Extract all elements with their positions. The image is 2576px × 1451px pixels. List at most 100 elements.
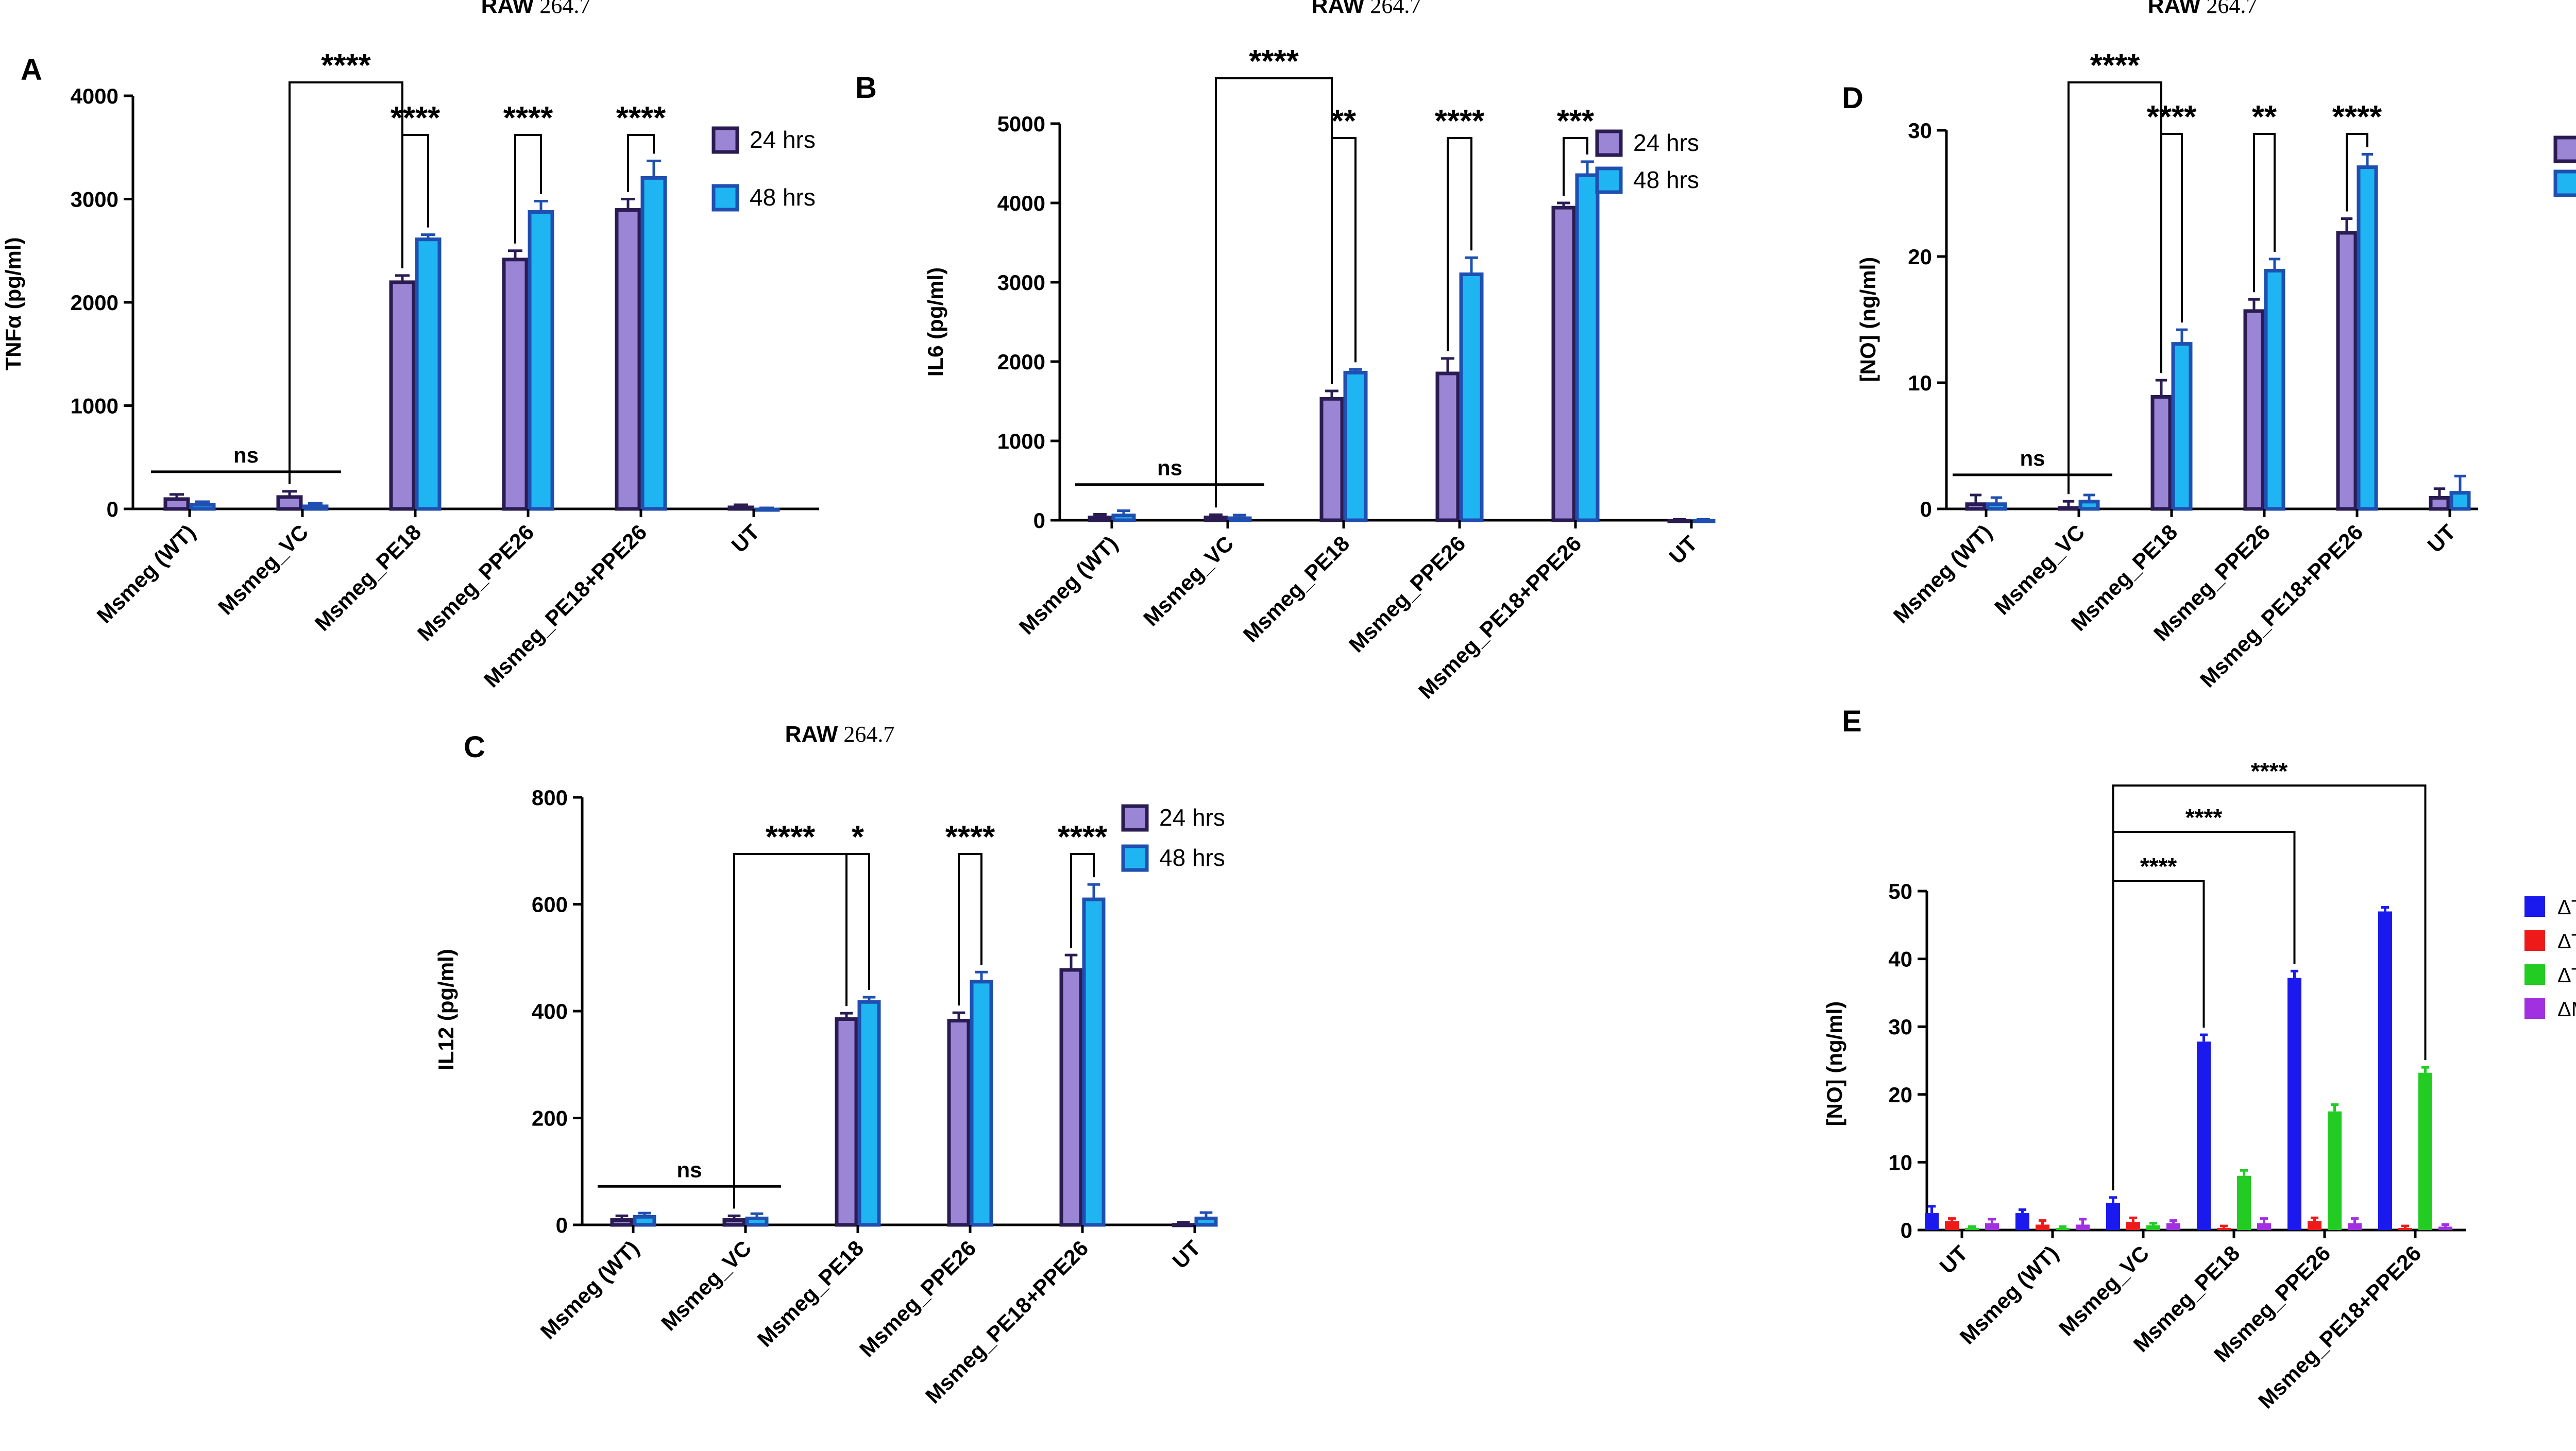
significance-bracket <box>845 853 870 1006</box>
bar <box>2449 491 2471 511</box>
bar <box>2398 1228 2412 1230</box>
legend-label: 24 hrs <box>1633 129 1699 156</box>
legend-label: 24 hrs <box>1159 804 1225 831</box>
bar <box>2438 1226 2452 1230</box>
y-tick-label: 30 <box>1888 1015 1912 1039</box>
bar <box>2357 165 2378 511</box>
bar <box>502 258 529 511</box>
significance-bracket <box>627 134 655 192</box>
significance-label: **** <box>766 820 816 855</box>
significance-label: * <box>852 820 865 855</box>
legend-label: ΔTLR4 <box>2557 896 2576 919</box>
x-tick-label: Msmeg_PPE26 <box>413 520 539 646</box>
bar <box>1965 502 1987 511</box>
legend-swatch <box>1595 166 1623 194</box>
bar <box>2243 309 2265 511</box>
bar <box>1575 173 1600 522</box>
bar <box>302 504 329 511</box>
y-tick-label: 0 <box>1033 508 1045 533</box>
y-tick-label: 30 <box>1908 118 1932 143</box>
significance-label: **** <box>2140 853 2177 880</box>
bar <box>1945 1221 1959 1230</box>
bar <box>1343 370 1368 522</box>
bar <box>2171 342 2193 511</box>
y-tick-label: 800 <box>532 786 568 810</box>
y-axis-label: IL6 (pg/ml) <box>923 267 947 377</box>
y-tick-label: 4000 <box>71 84 118 108</box>
y-tick-label: 20 <box>1908 245 1932 269</box>
bar <box>1965 1228 1979 1230</box>
x-tick-label: Msmeg_PE18+PPE26 <box>2195 520 2368 692</box>
bar <box>2328 1111 2342 1230</box>
significance-bracket <box>514 134 542 244</box>
significance-bracket <box>733 853 848 1209</box>
bar <box>1227 516 1252 522</box>
bar <box>2418 1072 2432 1230</box>
panel-title: RAW 264.7 <box>2148 0 2258 18</box>
significance-label: **** <box>2332 99 2382 135</box>
bar <box>2348 1223 2362 1230</box>
x-tick-label: Msmeg_PPE26 <box>1344 531 1470 657</box>
legend-label: ΔMyd88 <box>2557 998 2576 1021</box>
bar <box>2126 1222 2140 1230</box>
panel-letter: D <box>1842 81 1863 115</box>
bar <box>1059 968 1083 1227</box>
significance-label: **** <box>616 100 666 136</box>
bar <box>2150 395 2172 511</box>
significance-bracket <box>1447 137 1472 351</box>
y-tick-label: 50 <box>1888 879 1912 903</box>
significance-label: ** <box>2252 99 2277 135</box>
significance-label: ** <box>1331 104 1357 139</box>
y-tick-label: 600 <box>532 893 568 917</box>
bar <box>1088 516 1112 522</box>
panel-title-rest: 264.7 <box>838 722 894 747</box>
legend: 24 hrs 48 hrs <box>711 126 816 212</box>
bar <box>2146 1225 2160 1230</box>
significance-label: **** <box>1058 820 1108 855</box>
bar <box>610 1218 634 1227</box>
legend-swatch <box>2553 169 2576 197</box>
bar <box>2264 269 2285 511</box>
x-tick-label: UT <box>1935 1241 1973 1278</box>
legend-swatch <box>711 184 739 212</box>
panel-letter: A <box>21 53 42 87</box>
bar <box>857 1000 881 1227</box>
x-tick-label: UT <box>1665 531 1702 569</box>
y-tick-label: 10 <box>1908 371 1932 395</box>
bar <box>1986 502 2007 511</box>
x-tick-label: UT <box>2423 520 2461 557</box>
y-tick-label: 20 <box>1888 1083 1912 1107</box>
significance-bracket <box>2112 784 2427 1190</box>
panel-title: RAW 264.7 <box>785 722 895 747</box>
significance-label: **** <box>391 100 440 136</box>
bar <box>2197 1042 2211 1230</box>
y-axis-label: [NO] (ng/ml) <box>1856 257 1880 382</box>
panel-title: RAW 264.7 <box>1312 0 1421 18</box>
x-tick-label: Msmeg_PE18 <box>1239 531 1354 647</box>
bar <box>276 495 303 511</box>
bar <box>2015 1213 2029 1230</box>
y-tick-label: 200 <box>532 1106 568 1131</box>
bar <box>727 505 754 511</box>
bar <box>1204 516 1228 522</box>
panel-title-bold: RAW <box>481 0 534 18</box>
legend-label: ΔTRIF <box>2557 964 2576 987</box>
significance-bracket <box>2346 133 2368 212</box>
legend-swatch <box>2524 964 2545 985</box>
legend: 24 hrs 48 hrs <box>1595 129 1699 194</box>
y-tick-label: 0 <box>1920 497 1932 521</box>
bar <box>389 280 416 511</box>
panel-title-rest: 264.7 <box>534 0 590 18</box>
bar <box>1319 397 1344 522</box>
bar <box>970 980 993 1227</box>
ns-label: ns <box>233 443 259 467</box>
bar <box>947 1019 971 1227</box>
y-tick-label: 1000 <box>71 394 118 418</box>
legend-swatch <box>711 126 739 154</box>
bar <box>2078 500 2100 511</box>
bar <box>753 507 780 512</box>
legend-label: 48 hrs <box>1159 844 1225 871</box>
legend: 24 hrs 48 hrs <box>1121 804 1225 872</box>
bar <box>2166 1223 2180 1230</box>
y-tick-label: 1000 <box>997 429 1045 453</box>
